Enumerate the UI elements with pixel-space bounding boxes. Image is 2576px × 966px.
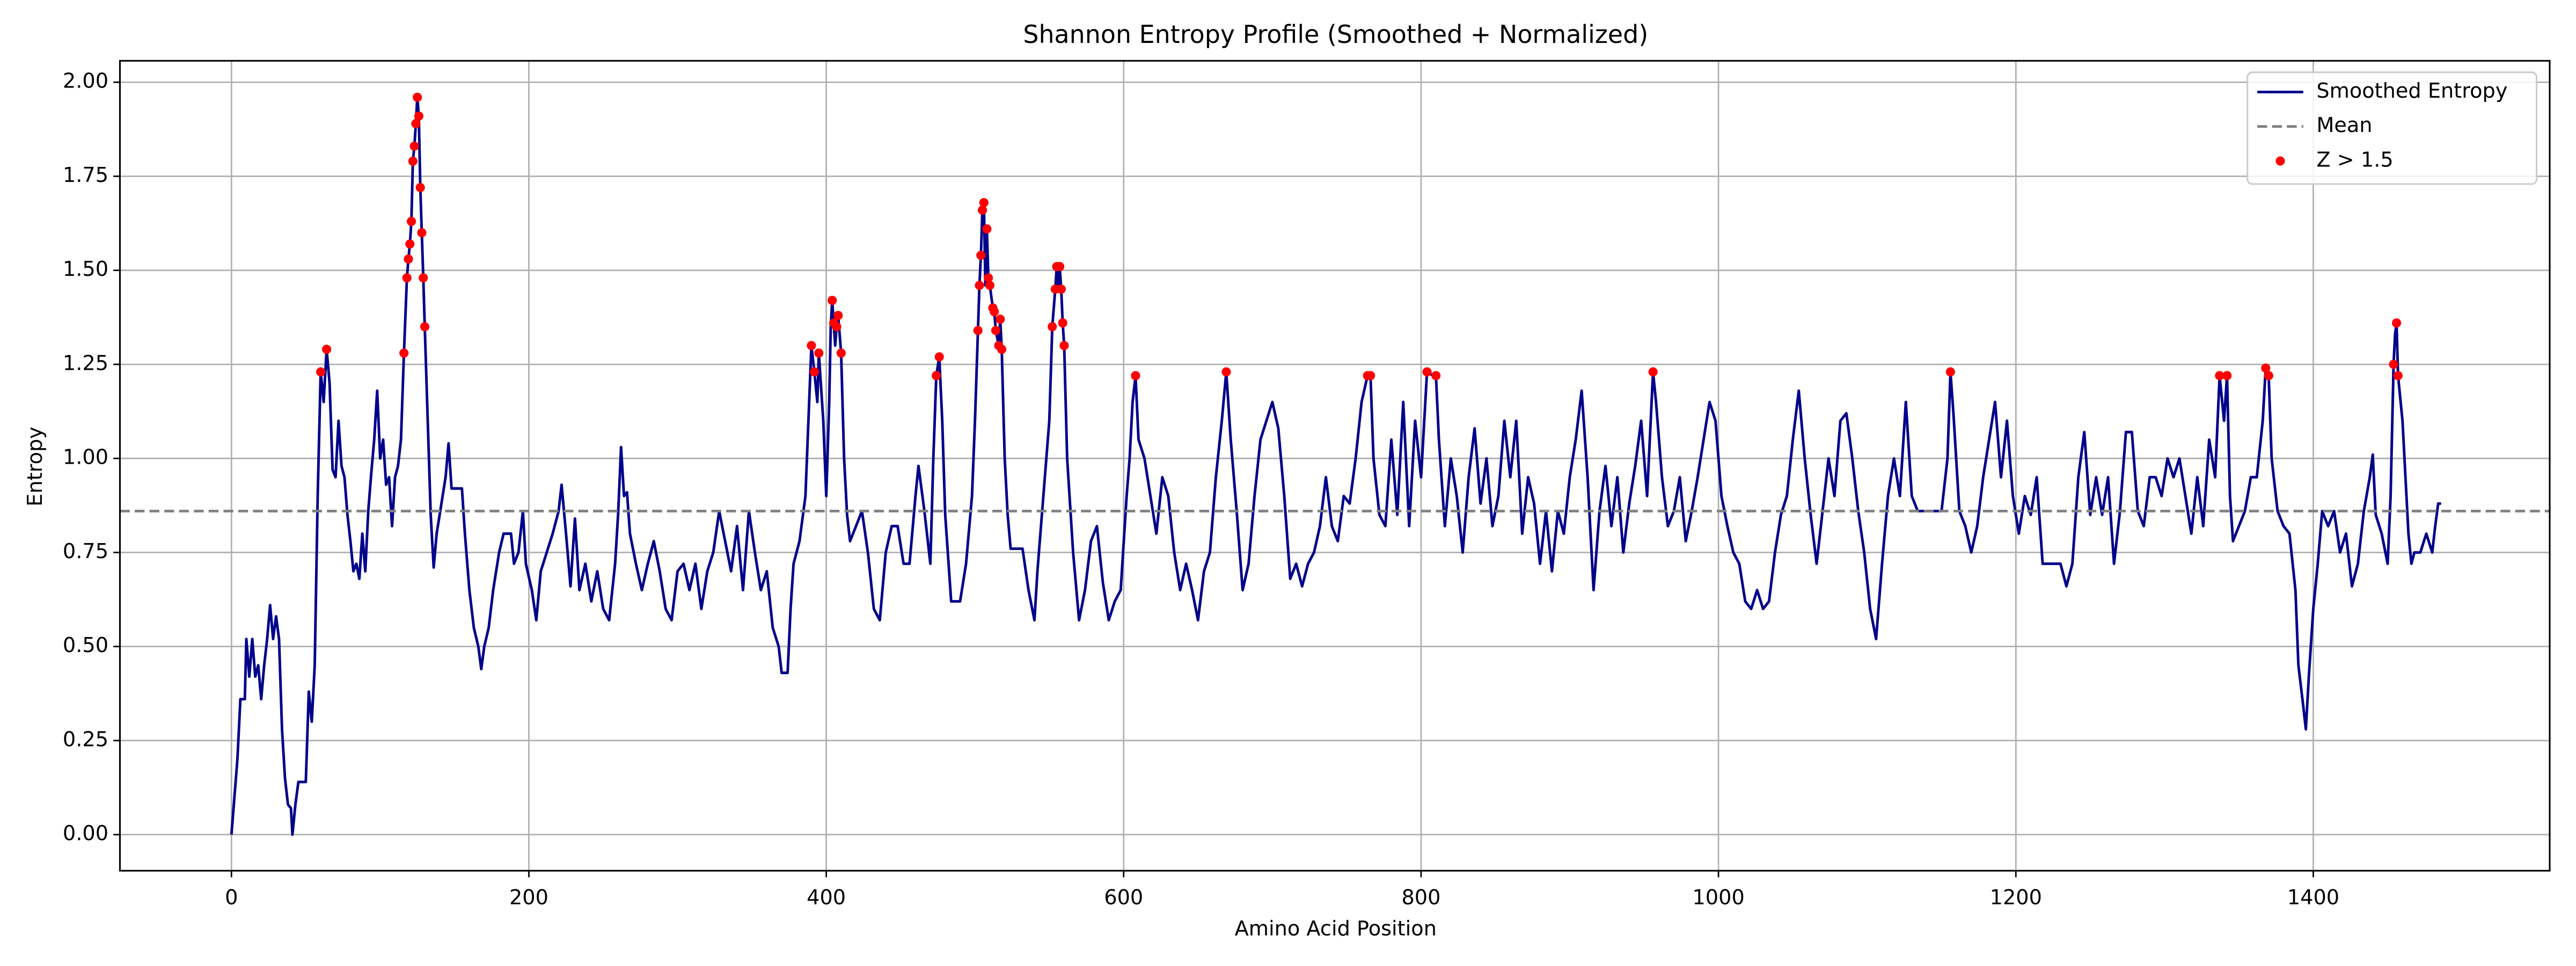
outlier-point [406, 217, 416, 226]
outlier-point [990, 307, 999, 317]
outlier-point [1366, 371, 1375, 380]
y-tick-label: 0.00 [63, 822, 108, 846]
legend-label: Mean [2316, 113, 2372, 137]
x-tick-label: 1200 [1990, 885, 2042, 910]
entropy-line [230, 96, 2441, 836]
x-tick-label: 0 [225, 885, 238, 910]
outlier-point [809, 367, 819, 377]
x-axis-label: Amino Acid Position [1235, 917, 1437, 941]
outlier-point [2264, 371, 2273, 380]
outlier-point [415, 182, 425, 193]
y-tick-label: 0.50 [63, 633, 108, 657]
y-tick-label: 1.50 [63, 257, 108, 281]
y-tick-label: 0.25 [63, 727, 108, 751]
outlier-point [973, 326, 983, 335]
y-tick-label: 1.75 [63, 163, 108, 187]
outlier-point [996, 314, 1005, 324]
outlier-point [833, 311, 843, 320]
outlier-point [404, 254, 413, 264]
outlier-point [991, 326, 1001, 335]
legend-label: Smoothed Entropy [2316, 79, 2507, 103]
y-tick-label: 2.00 [63, 69, 108, 93]
outlier-point [1048, 322, 1057, 332]
outlier-point [322, 345, 332, 354]
legend-label: Z > 1.5 [2316, 148, 2393, 172]
x-tick-label: 200 [509, 885, 548, 910]
legend-marker [2275, 156, 2285, 166]
outlier-point [420, 322, 430, 332]
outlier-point [2393, 371, 2403, 380]
outlier-point [1431, 371, 1441, 380]
outlier-point [985, 281, 994, 290]
outlier-point [828, 296, 837, 305]
outlier-point [1648, 367, 1658, 377]
outlier-point [1221, 367, 1231, 377]
outlier-point [814, 348, 824, 358]
x-tick-label: 1400 [2287, 885, 2339, 910]
outlier-point [2215, 371, 2224, 380]
outlier-point [408, 156, 418, 166]
outlier-point [411, 119, 421, 128]
outlier-point [419, 273, 428, 283]
outlier-point [2389, 360, 2398, 369]
outlier-point [1056, 284, 1066, 294]
y-tick-label: 0.75 [63, 539, 108, 564]
x-tick-label: 800 [1401, 885, 1440, 910]
outlier-point [977, 205, 987, 215]
outlier-point [316, 367, 326, 377]
x-tick-label: 400 [807, 885, 846, 910]
outlier-point [832, 322, 841, 332]
outlier-point [2392, 318, 2402, 328]
outlier-point [399, 348, 409, 358]
outlier-point [975, 281, 984, 290]
outlier-point [2261, 363, 2271, 373]
outlier-point [409, 141, 419, 151]
outlier-point [1131, 371, 1140, 380]
outlier-point [1945, 367, 1955, 377]
plot-frame [119, 60, 2551, 872]
y-tick-label: 1.25 [63, 351, 108, 375]
outlier-point [417, 228, 427, 238]
outlier-point [405, 239, 415, 249]
outlier-point [976, 251, 986, 260]
outlier-point [984, 273, 993, 283]
y-tick-label: 1.00 [63, 445, 108, 470]
chart-title: Shannon Entropy Profile (Smoothed + Norm… [1023, 20, 1648, 49]
outlier-point [1422, 367, 1432, 377]
outlier-point [414, 111, 423, 121]
outlier-point [997, 345, 1007, 354]
outlier-point [807, 341, 816, 350]
outlier-point [2222, 371, 2232, 380]
outlier-point [836, 348, 846, 358]
outlier-point [982, 224, 992, 234]
outlier-point [934, 352, 944, 362]
y-axis-label: Entropy [23, 427, 47, 507]
x-tick-label: 1000 [1692, 885, 1744, 910]
outlier-point [1059, 341, 1069, 350]
outlier-point [402, 273, 412, 283]
outlier-point [932, 371, 941, 380]
outlier-point [1058, 318, 1067, 328]
legend-box [2246, 71, 2538, 185]
x-tick-label: 600 [1104, 885, 1143, 910]
outlier-point [979, 197, 989, 208]
outlier-point [1055, 262, 1065, 272]
outlier-point [413, 92, 422, 102]
